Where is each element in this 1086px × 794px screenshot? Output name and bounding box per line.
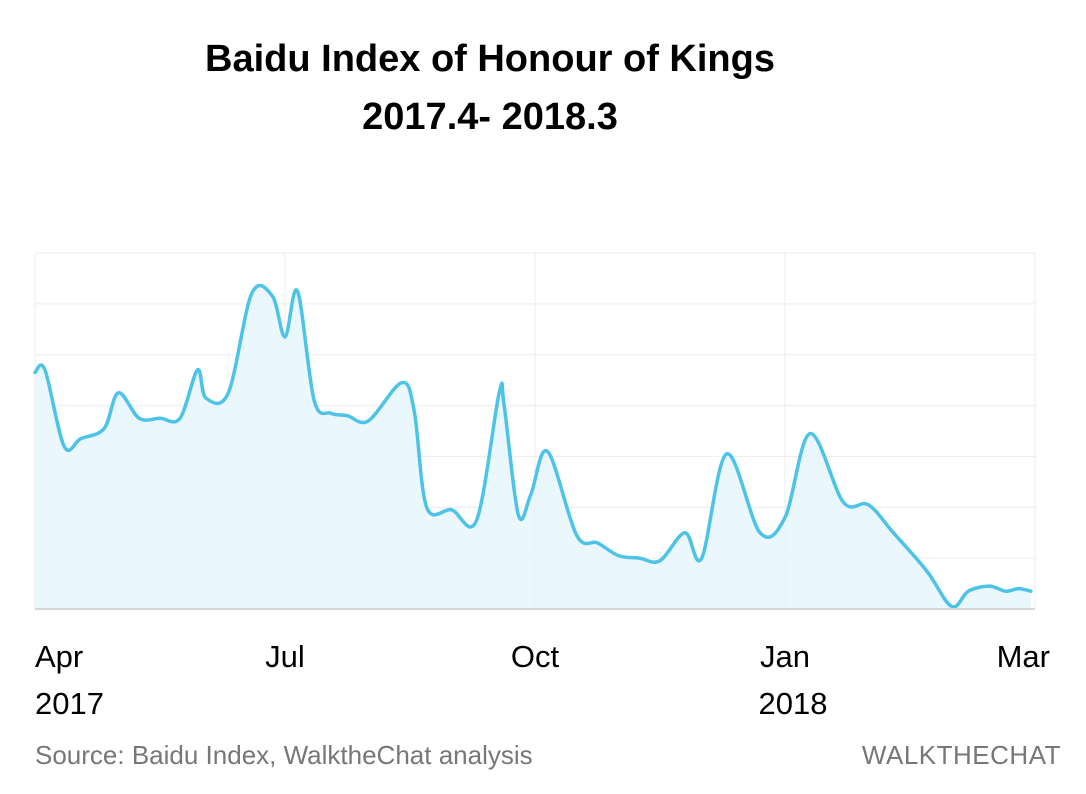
x-tick-label: Mar bbox=[997, 639, 1050, 674]
chart-title-line1: Baidu Index of Honour of Kings bbox=[205, 38, 775, 80]
x-tick-label: Jan bbox=[760, 639, 810, 674]
brand-label: WALKTHECHAT bbox=[861, 740, 1061, 770]
series-line bbox=[33, 283, 1033, 609]
x-tick-labels: Apr 2017 Jul Oct Jan 2018 Mar bbox=[35, 639, 1050, 721]
x-tick-year-label: 2017 bbox=[35, 686, 104, 721]
x-tick-label: Jul bbox=[265, 639, 305, 674]
x-tick-label: Apr bbox=[35, 639, 83, 674]
series-area-fill bbox=[35, 285, 1031, 609]
source-note: Source: Baidu Index, WalktheChat analysi… bbox=[35, 740, 533, 770]
x-tick-year-label: 2018 bbox=[759, 686, 828, 721]
chart-title-line2: 2017.4- 2018.3 bbox=[362, 96, 618, 138]
x-tick-label: Oct bbox=[511, 639, 560, 674]
